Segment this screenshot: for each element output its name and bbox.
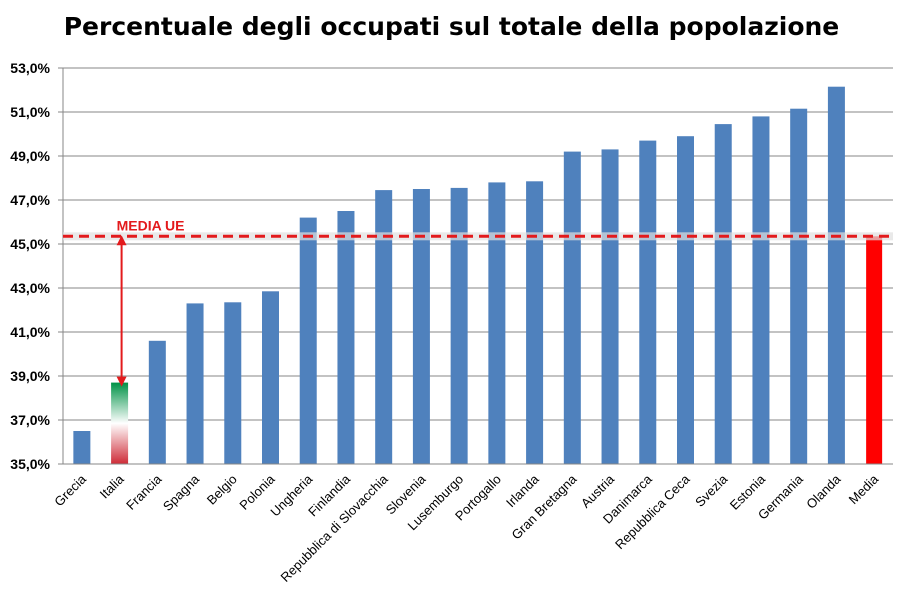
bar-austria [601,149,619,464]
chart-title: Percentuale degli occupati sul totale de… [63,12,840,41]
bar-belgio [224,302,242,464]
y-tick-label: 53,0% [10,60,50,76]
y-tick-label: 51,0% [10,104,50,120]
bar-portogallo [488,182,506,464]
bar-polonia [262,291,279,464]
y-tick-label: 45,0% [10,236,50,252]
bar-media [866,236,883,464]
reference-line-shadow [63,232,893,241]
bars [73,86,883,465]
bar-germania [790,108,808,464]
bar-gran-bretagna [563,151,581,464]
bar-danimarca [639,140,657,464]
x-tick-label: Svezia [692,471,731,510]
bar-irlanda [526,181,544,465]
y-tick-label: 39,0% [10,368,50,384]
bar-francia [148,340,166,464]
bar-finlandia [337,211,355,464]
reference-line-label: MEDIA UE [117,217,185,233]
x-tick-label: Media [846,471,882,507]
bar-repubblica-ceca [677,136,694,464]
bar-repubblica-di-slovacchia [375,190,393,464]
bar-italia [111,382,129,464]
bar-grecia [73,431,91,464]
y-axis: 35,0% 37,0% 39,0% 41,0% 43,0% 45,0% 47,0% 49,0%… [10,60,64,472]
x-tick-label: Olanda [803,471,844,512]
bar-spagna [186,303,204,464]
bar-estonia [752,116,770,465]
y-tick-label: 35,0% [10,456,50,472]
bar-olanda [827,86,845,464]
y-tick-label: 43,0% [10,280,50,296]
bar-svezia [714,124,732,464]
x-tick-label: Spagna [160,471,203,514]
bar-ungheria [299,217,317,464]
y-tick-label: 41,0% [10,324,50,340]
x-tick-label: Grecia [51,471,89,509]
reference-line: MEDIA UE [63,217,893,387]
x-tick-label: Belgio [204,472,240,508]
bar-lusemburgo [450,187,468,464]
bar-slovenia [412,189,430,464]
y-tick-label: 49,0% [10,148,50,164]
x-tick-label: Gran Bretagna [509,471,580,542]
y-tick-label: 37,0% [10,412,50,428]
x-tick-label: Italia [97,471,128,502]
y-tick-label: 47,0% [10,192,50,208]
x-tick-label: Francia [123,471,165,513]
